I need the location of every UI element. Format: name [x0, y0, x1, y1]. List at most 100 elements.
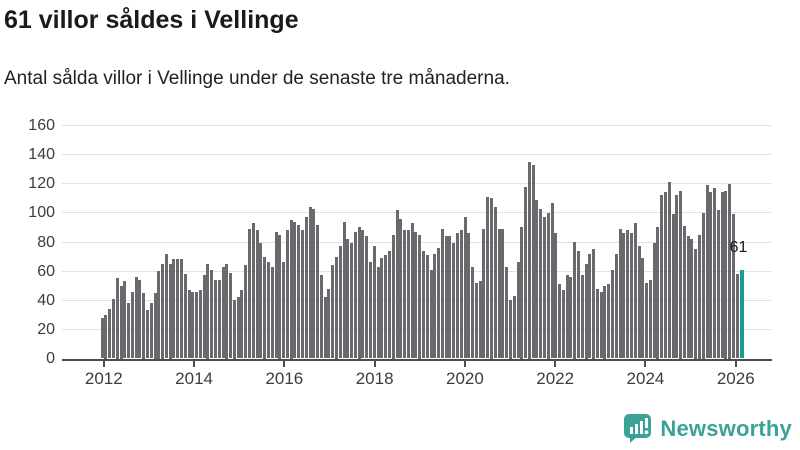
- x-tick-label: 2018: [355, 368, 394, 388]
- bar: [251, 223, 255, 359]
- bar: [716, 209, 720, 359]
- bar: [346, 239, 350, 359]
- bar: [198, 290, 202, 359]
- bar: [229, 272, 233, 359]
- bar: [493, 207, 497, 359]
- bar: [323, 297, 327, 359]
- bar: [671, 214, 675, 359]
- bar: [595, 288, 599, 359]
- bar: [361, 230, 365, 359]
- bar: [652, 243, 656, 359]
- bar: [542, 217, 546, 359]
- bar: [539, 208, 543, 359]
- brand-footer: Newsworthy: [623, 413, 792, 444]
- bar: [183, 274, 187, 359]
- bar: [145, 310, 149, 359]
- bar: [274, 231, 278, 359]
- bar: [138, 279, 142, 359]
- bar: [648, 279, 652, 359]
- bar: [263, 256, 267, 359]
- bar: [667, 182, 671, 359]
- bar: [380, 258, 384, 359]
- bar: [467, 233, 471, 359]
- bar: [319, 275, 323, 359]
- bar: [686, 236, 690, 359]
- bar: [338, 246, 342, 359]
- bar: [202, 275, 206, 359]
- bar: [452, 243, 456, 359]
- bar: [304, 217, 308, 359]
- bar: [425, 255, 429, 359]
- y-tick-label: 20: [37, 320, 55, 338]
- highlight-bar: [739, 269, 744, 359]
- bar: [618, 228, 622, 359]
- bar: [728, 183, 732, 359]
- bar: [524, 186, 528, 359]
- x-axis-tick: [283, 360, 286, 367]
- x-axis-tick: [373, 360, 376, 367]
- bar: [410, 223, 414, 359]
- bar: [486, 196, 490, 359]
- bar: [285, 230, 289, 359]
- bar: [735, 274, 739, 359]
- bar: [584, 263, 588, 359]
- bar: [482, 228, 486, 359]
- bar: [501, 228, 505, 359]
- bar: [384, 255, 388, 359]
- bar: [255, 230, 259, 359]
- x-axis-tick: [734, 360, 737, 367]
- bar: [421, 250, 425, 359]
- gridline: [62, 212, 771, 214]
- bar: [149, 303, 153, 359]
- bar: [456, 233, 459, 359]
- x-axis-tick: [102, 360, 105, 367]
- bar: [637, 246, 641, 359]
- bar: [372, 246, 376, 359]
- bar: [573, 242, 577, 359]
- bar: [214, 279, 218, 359]
- bar: [679, 191, 683, 359]
- bar: [577, 250, 580, 359]
- bar: [622, 233, 626, 359]
- bar: [505, 266, 509, 359]
- bar: [437, 247, 441, 359]
- bar: [633, 223, 637, 359]
- bar: [172, 259, 176, 359]
- bar: [592, 249, 596, 359]
- bar: [157, 271, 161, 359]
- x-axis-tick: [193, 360, 196, 367]
- bar: [168, 263, 172, 359]
- bar: [448, 236, 452, 359]
- gridline: [62, 183, 771, 185]
- bar: [115, 278, 119, 359]
- bar: [225, 263, 229, 359]
- bar: [701, 212, 705, 359]
- bar: [478, 281, 482, 359]
- bar: [176, 259, 180, 359]
- bar: [724, 191, 728, 359]
- bar: [312, 208, 316, 359]
- bar: [705, 185, 709, 359]
- bar: [626, 230, 630, 359]
- bar: [134, 276, 138, 359]
- x-axis: [62, 358, 772, 361]
- bar: [656, 227, 660, 359]
- bar: [391, 234, 395, 359]
- bar: [108, 308, 112, 359]
- bar: [369, 262, 373, 359]
- bar: [270, 266, 274, 359]
- bar: [558, 284, 562, 359]
- chart-subtitle: Antal sålda villor i Vellinge under de s…: [4, 68, 510, 89]
- bar: [599, 291, 603, 359]
- bar: [342, 221, 346, 359]
- bar: [709, 192, 713, 359]
- bar: [357, 227, 361, 359]
- newsworthy-logo-icon: [624, 414, 652, 443]
- y-tick-label: 0: [46, 350, 55, 367]
- bar: [459, 230, 463, 359]
- bar: [210, 269, 214, 359]
- bar: [569, 276, 573, 359]
- x-tick-label: 2022: [536, 368, 575, 388]
- bar: [399, 218, 403, 359]
- bar: [221, 266, 225, 359]
